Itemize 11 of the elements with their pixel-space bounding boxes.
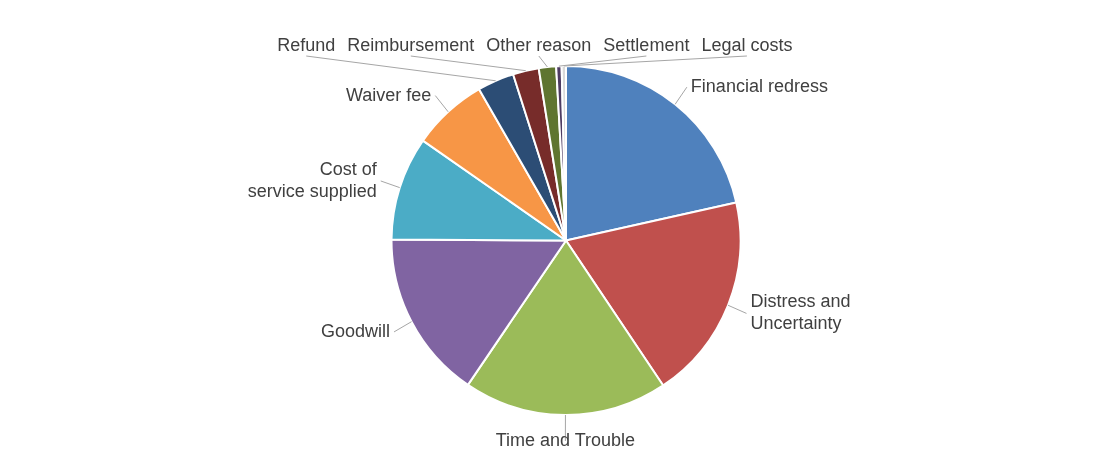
slice-label: Refund bbox=[277, 34, 336, 55]
slice-label: Time and Trouble bbox=[495, 429, 636, 450]
slice-label: Settlement bbox=[603, 34, 690, 55]
slice-label: Financial redress bbox=[690, 76, 828, 97]
slice-label: Cost of service supplied bbox=[247, 158, 378, 201]
slice-label: Other reason bbox=[486, 34, 592, 55]
slice-label: Legal costs bbox=[701, 34, 793, 55]
slice-label: Waiver fee bbox=[345, 84, 432, 105]
slice-label: Goodwill bbox=[321, 320, 391, 341]
slice-label: Distress and Uncertainty bbox=[750, 291, 851, 334]
slice-label: Reimbursement bbox=[347, 34, 475, 55]
